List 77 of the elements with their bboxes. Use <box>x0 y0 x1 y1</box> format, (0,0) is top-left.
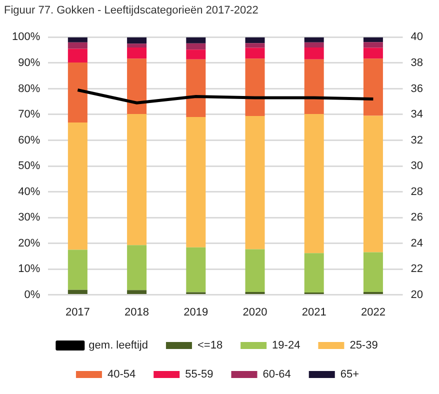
bar <box>186 59 206 118</box>
y2-tick-label: 22 <box>410 263 424 276</box>
legend-label: 19-24 <box>272 340 300 352</box>
bar <box>245 292 265 294</box>
bar <box>245 116 265 250</box>
y2-tick-label: 40 <box>410 31 424 44</box>
y-tick-label: 0% <box>24 288 40 301</box>
y-tick-label: 30% <box>18 212 40 224</box>
x-tick-label: 2018 <box>124 306 150 318</box>
bar <box>127 37 147 44</box>
bar <box>304 114 324 254</box>
legend-label: 55-59 <box>185 368 214 381</box>
bar <box>127 58 147 114</box>
bar <box>186 50 206 60</box>
bar <box>127 114 147 246</box>
bar <box>68 48 88 62</box>
bar <box>304 253 324 292</box>
chart-title: Figuur 77. Gokken - Leeftijdscategorieën 2017-2022 <box>4 4 258 17</box>
bar <box>127 44 147 48</box>
x-tick-label: 2019 <box>184 306 208 318</box>
x-tick-label: 2022 <box>360 306 386 318</box>
y2-tick-label: 34 <box>410 108 424 121</box>
legend-label: 60-64 <box>262 368 291 381</box>
y-tick-label: 40% <box>18 186 40 198</box>
x-tick-label: 2021 <box>302 306 326 318</box>
bar <box>363 116 383 252</box>
bar <box>304 42 324 48</box>
x-tick-label: 2017 <box>65 306 90 318</box>
legend-label: gem. leeftijd <box>88 340 148 352</box>
bar <box>186 247 206 292</box>
bar <box>186 117 206 248</box>
y-tick-label: 70% <box>18 108 40 121</box>
bar <box>68 37 88 42</box>
bar <box>68 290 88 294</box>
bar <box>304 37 324 42</box>
y-tick-label: 10% <box>18 263 40 276</box>
bar <box>68 122 88 250</box>
y2-tick-label: 32 <box>410 134 424 146</box>
bar <box>304 48 324 60</box>
bar <box>68 42 88 49</box>
y2-tick-label: 26 <box>410 212 424 224</box>
bar <box>363 42 383 48</box>
bar <box>186 37 206 44</box>
bar <box>363 252 383 292</box>
y2-tick-label: 20 <box>410 288 424 301</box>
bar <box>186 43 206 50</box>
bar <box>363 48 383 59</box>
legend-label: <=18 <box>197 340 223 352</box>
bar <box>363 37 383 42</box>
y-tick-label: 50% <box>18 160 40 172</box>
bar <box>127 290 147 294</box>
bar <box>245 43 265 48</box>
bar <box>363 292 383 294</box>
bar <box>245 48 265 59</box>
y-tick-label: 20% <box>18 237 40 250</box>
legend-label: 25-39 <box>350 340 378 352</box>
y2-tick-label: 24 <box>410 237 424 250</box>
bar <box>245 249 265 292</box>
y-tick-label: 100% <box>12 31 40 44</box>
y-tick-label: 60% <box>18 134 40 146</box>
y2-tick-label: 38 <box>410 56 424 69</box>
bar <box>127 245 147 290</box>
bar <box>245 58 265 116</box>
y2-tick-label: 30 <box>410 160 424 172</box>
y2-tick-label: 28 <box>410 186 424 198</box>
bar <box>68 62 88 122</box>
bar <box>363 58 383 116</box>
x-tick-label: 2020 <box>242 306 268 318</box>
legend-label: 65+ <box>340 368 360 381</box>
y-tick-label: 90% <box>18 56 40 69</box>
bar <box>245 37 265 44</box>
y2-tick-label: 36 <box>410 82 424 95</box>
y-tick-label: 80% <box>18 82 40 95</box>
bar <box>127 48 147 59</box>
bar <box>68 250 88 290</box>
legend-label: 40-54 <box>107 368 136 381</box>
bar <box>304 59 324 114</box>
